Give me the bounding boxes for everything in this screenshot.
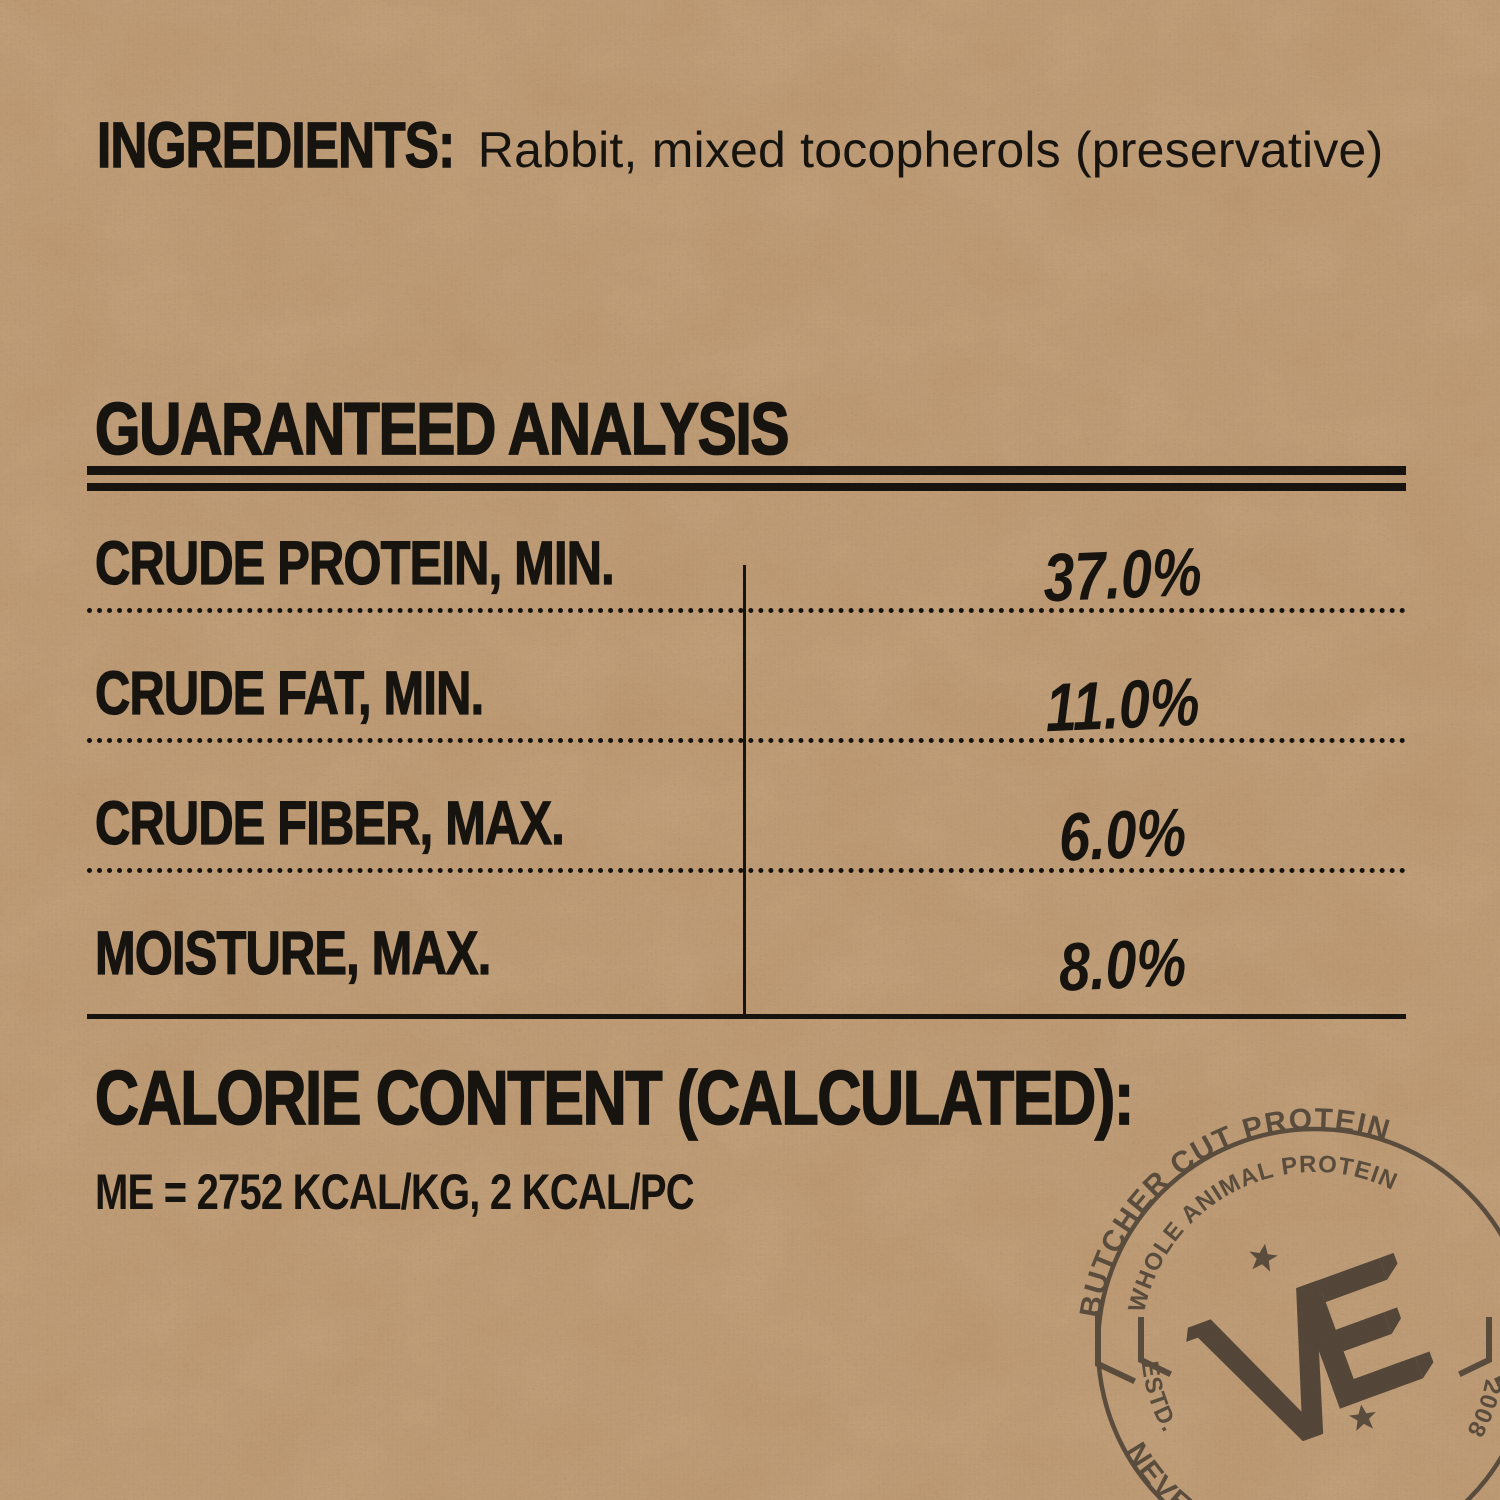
svg-text:2008: 2008 (1461, 1377, 1500, 1442)
svg-text:WHOLE ANIMAL PROTEIN: WHOLE ANIMAL PROTEIN (1123, 1151, 1401, 1315)
svg-text:NEVER COMPROMISE: NEVER COMPROMISE (1119, 1437, 1426, 1500)
